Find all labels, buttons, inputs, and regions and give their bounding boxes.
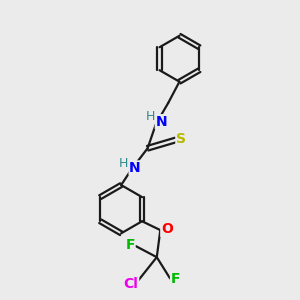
Text: N: N	[129, 161, 141, 175]
Text: Cl: Cl	[124, 277, 139, 291]
Text: O: O	[161, 222, 173, 236]
Text: H: H	[118, 157, 128, 170]
Text: F: F	[171, 272, 180, 286]
Text: H: H	[145, 110, 155, 123]
Text: S: S	[176, 132, 186, 146]
Text: N: N	[155, 115, 167, 129]
Text: F: F	[125, 238, 135, 251]
